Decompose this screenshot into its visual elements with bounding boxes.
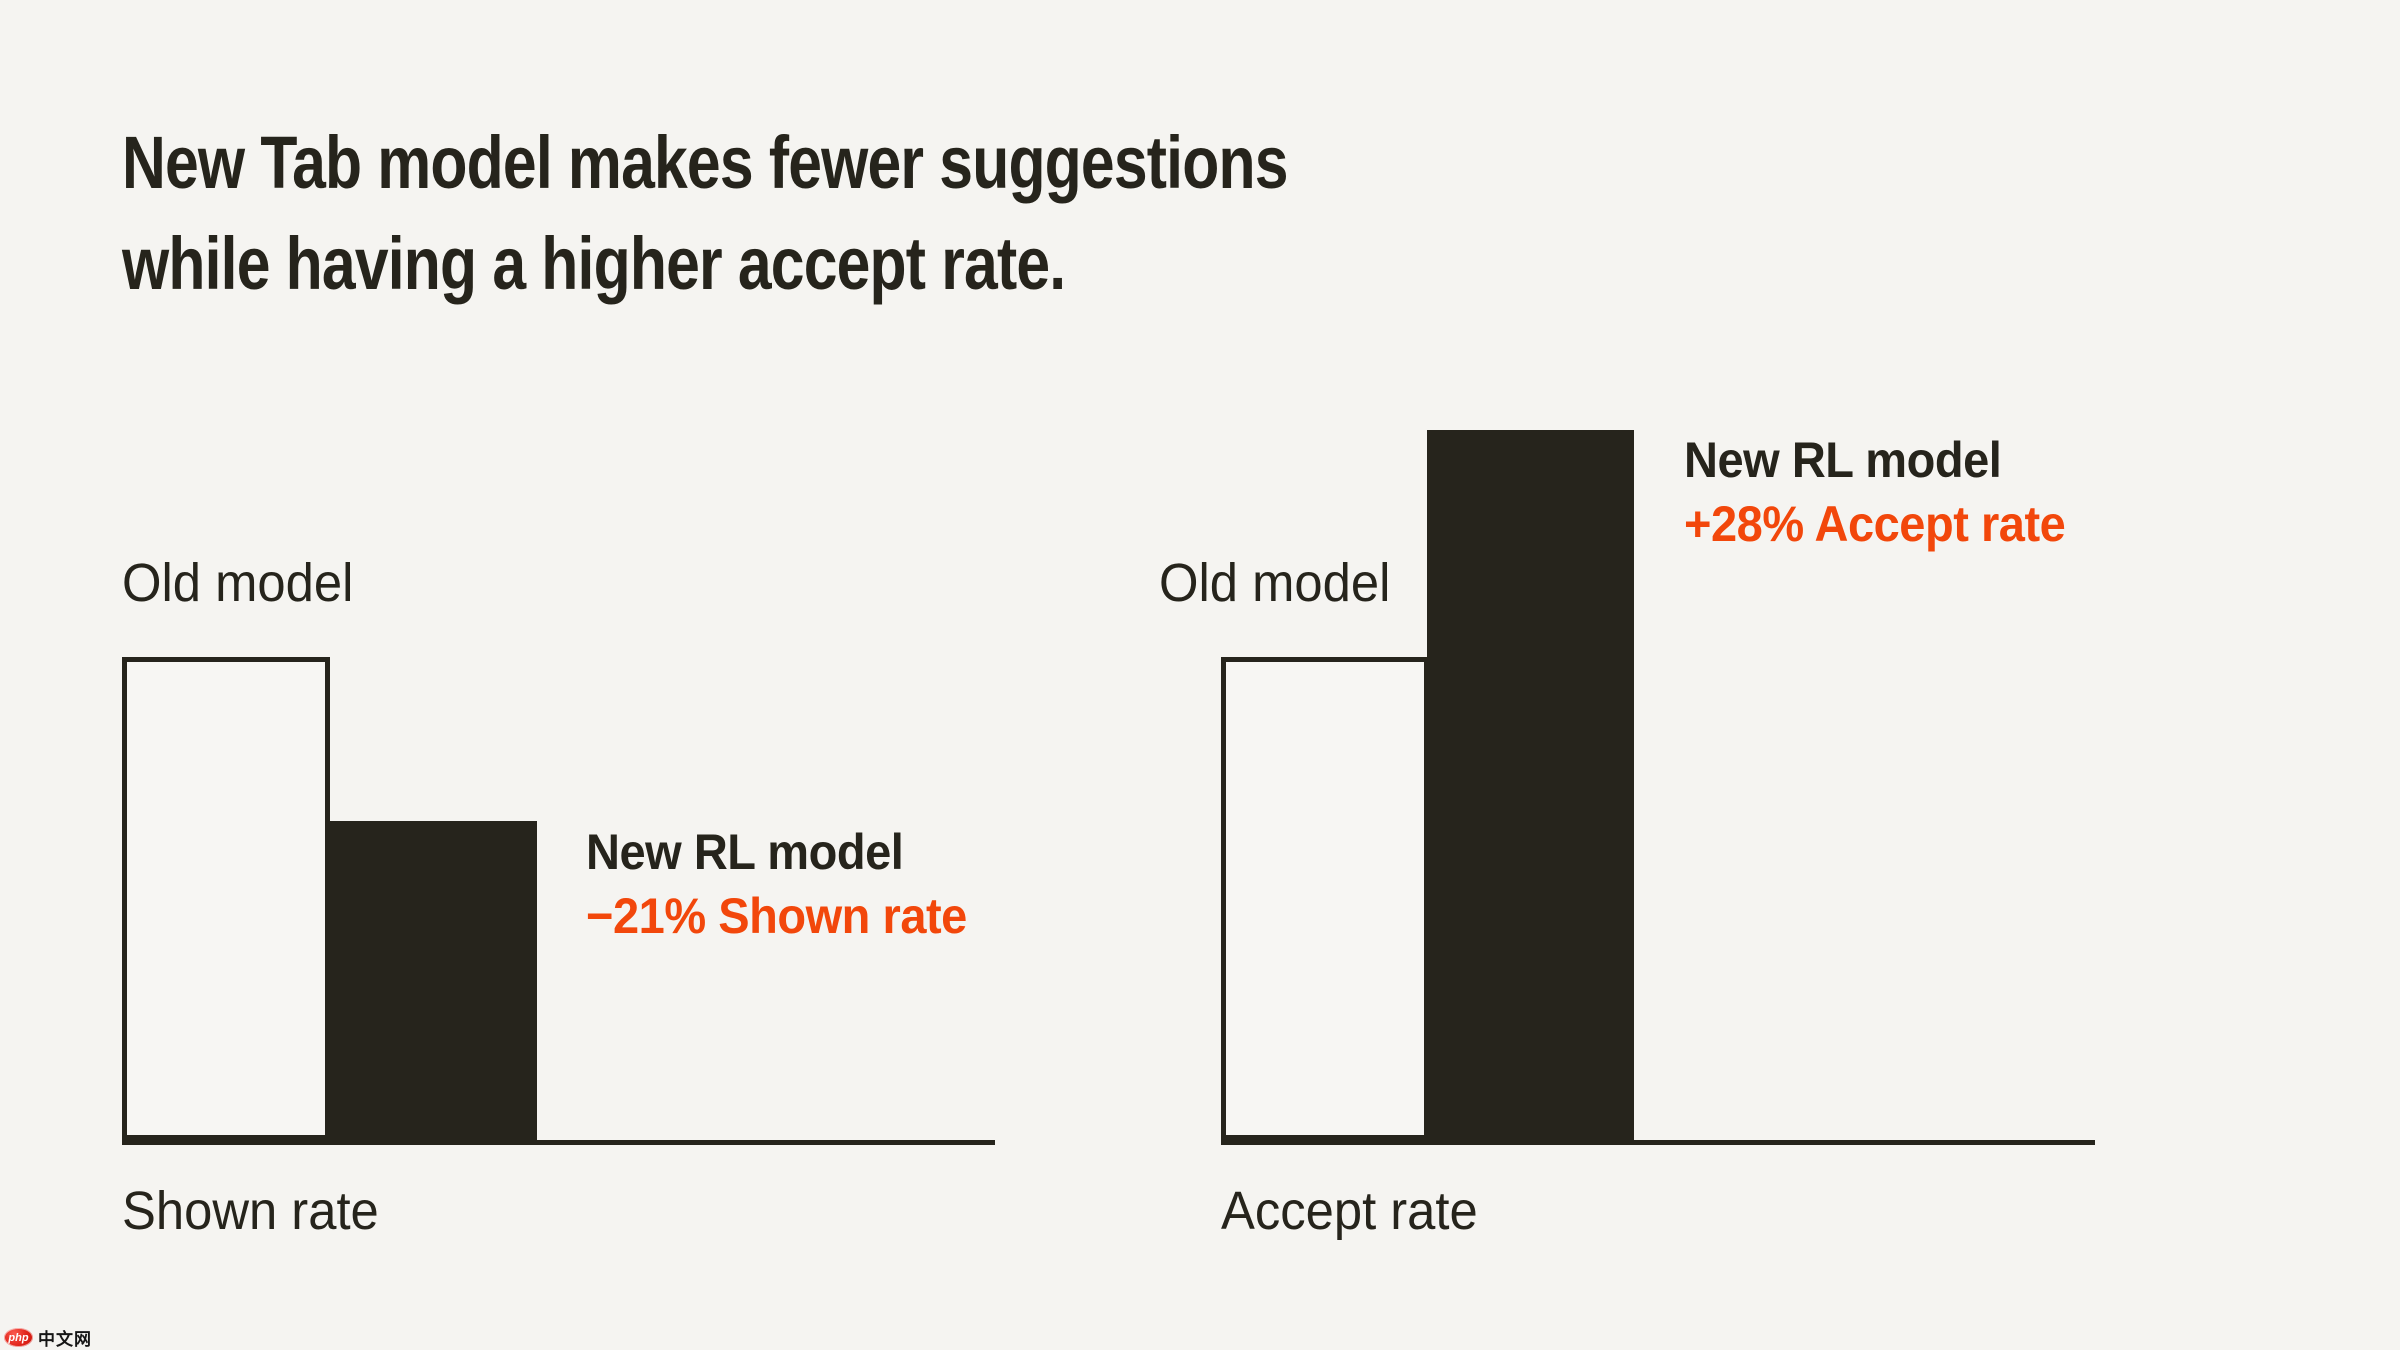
watermark-site-name: 中文网 bbox=[38, 1330, 92, 1349]
new-model-annotation: New RL model −21% Shown rate bbox=[586, 820, 967, 948]
new-rl-model-bar bbox=[1427, 430, 1634, 1140]
x-axis-label: Shown rate bbox=[122, 1181, 379, 1241]
annotation-delta-value: +28% Accept rate bbox=[1684, 496, 2066, 552]
title-line-2: while having a higher accept rate. bbox=[122, 222, 1066, 305]
new-rl-model-bar bbox=[330, 821, 537, 1140]
old-model-label: Old model bbox=[1159, 553, 1391, 613]
old-model-bar bbox=[122, 657, 330, 1140]
php-cn-watermark: php 中文网 bbox=[4, 1325, 92, 1350]
annotation-model-name: New RL model bbox=[1684, 432, 2002, 488]
x-axis-line bbox=[122, 1140, 995, 1145]
new-model-annotation: New RL model +28% Accept rate bbox=[1684, 428, 2066, 556]
php-logo-text: php bbox=[8, 1331, 29, 1344]
title-line-1: New Tab model makes fewer suggestions bbox=[122, 121, 1288, 204]
old-model-label: Old model bbox=[122, 553, 354, 613]
annotation-model-name: New RL model bbox=[586, 824, 904, 880]
old-model-bar bbox=[1221, 657, 1429, 1140]
figure-title: New Tab model makes fewer suggestions wh… bbox=[122, 112, 1288, 314]
x-axis-line bbox=[1221, 1140, 2095, 1145]
annotation-delta-value: −21% Shown rate bbox=[586, 888, 967, 944]
php-logo-badge: php bbox=[4, 1328, 33, 1347]
x-axis-label: Accept rate bbox=[1221, 1181, 1478, 1241]
